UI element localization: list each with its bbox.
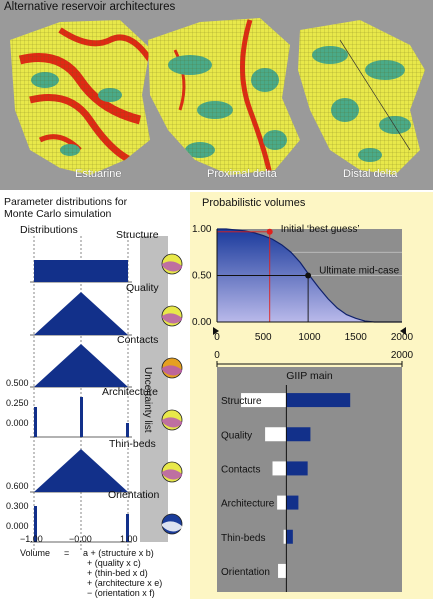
param-icon-detail — [162, 417, 182, 428]
x-tick-zero: −0.00 — [69, 534, 92, 544]
tornado-category-label: Quality — [221, 430, 252, 441]
dist-triangle — [34, 449, 128, 492]
orientation-tick-3: 0.000 — [6, 521, 29, 531]
x-tick-minus-1: −1.00 — [20, 534, 43, 544]
formula-line-1: a + (structure x b) — [83, 548, 154, 558]
orientation-tick-2: 0.300 — [6, 501, 29, 511]
param-icon-detail — [162, 469, 182, 480]
tornado-bar-high — [286, 461, 308, 476]
architecture-tick-1: 0.500 — [6, 378, 29, 388]
distal-delta-map — [298, 20, 425, 175]
best-guess-label: Initial ‘best guess’ — [281, 224, 360, 235]
formula-line-5: − (orientation x f) — [87, 588, 155, 598]
tornado-bar-high — [286, 495, 299, 510]
dist-spike — [34, 506, 37, 542]
prob-right-arrow — [400, 327, 406, 335]
tornado-bar-low — [241, 393, 287, 408]
param-label-architecture: Architecture — [102, 386, 159, 398]
formula-eq: = — [64, 548, 70, 558]
tornado-bar-low — [265, 427, 287, 442]
probabilistic-volumes-panel: Probabilistic volumes Initial ‘best gues… — [190, 192, 433, 599]
dist-triangle — [34, 344, 128, 387]
param-label-contacts: Contacts — [117, 334, 159, 346]
mid-case-point — [305, 272, 312, 279]
reservoir-maps — [10, 18, 425, 175]
tornado-bar-low — [278, 563, 287, 578]
tornado-title: GIIP main — [286, 370, 333, 382]
distributions-chart — [30, 236, 183, 552]
dist-uniform — [34, 260, 128, 282]
map-label-estuarine: Estuarine — [75, 168, 122, 180]
architecture-tick-2: 0.250 — [6, 398, 29, 408]
formula-line-2: + (quality x c) — [87, 558, 141, 568]
map-label-proximal-delta: Proximal delta — [207, 168, 277, 180]
tornado-category-label: Orientation — [221, 567, 270, 578]
tornado-category-label: Structure — [221, 396, 262, 407]
param-label-quality: Quality — [126, 282, 159, 294]
param-label-thin-beds: Thin-beds — [109, 438, 156, 450]
tornado-bar-high — [286, 529, 293, 544]
tornado-bar-high — [286, 427, 311, 442]
parameter-distributions-panel: Parameter distributions for Monte Carlo … — [0, 192, 188, 599]
maps-title: Alternative reservoir architectures — [4, 1, 176, 13]
estuarine-map — [10, 20, 150, 175]
formula-line-3: + (thin-bed x d) — [87, 568, 148, 578]
prob-left-arrow — [213, 327, 219, 335]
param-icon-detail — [162, 261, 182, 272]
tornado-x-tick: 0 — [214, 350, 220, 361]
uncertainty-list-label: Uncertainty list — [142, 367, 153, 433]
dist-spike — [80, 397, 83, 437]
param-icon-detail — [162, 365, 182, 376]
param-label-orientation: Orientation — [108, 489, 160, 501]
distributions-label: Distributions — [20, 224, 78, 236]
tornado-category-label: Contacts — [221, 464, 260, 475]
architecture-tick-3: 0.000 — [6, 418, 29, 428]
left-title-line2: Monte Carlo simulation — [4, 208, 112, 220]
formula-lhs: Volume — [20, 548, 51, 558]
tornado-bar-high — [286, 393, 351, 408]
tornado-bar-low — [283, 529, 287, 544]
tornado-category-label: Thin-beds — [221, 533, 265, 544]
orientation-tick-1: 0.600 — [6, 481, 29, 491]
tornado-bar-low — [272, 461, 287, 476]
formula-line-4: + (architecture x e) — [87, 578, 163, 588]
dist-spike — [34, 407, 37, 437]
param-icon-detail — [162, 313, 182, 324]
dist-spike — [126, 423, 129, 437]
uncertainty-strip — [140, 236, 168, 542]
best-guess-point — [266, 228, 273, 235]
proximal-delta-map — [148, 18, 300, 175]
reservoir-maps-panel: Alternative reservoir architectures Estu… — [0, 0, 433, 190]
probabilistic-volumes-chart: Initial ‘best guess’ Ultimate mid-case 0 50… — [192, 224, 414, 592]
prob-x-tick: 2000 — [391, 332, 414, 343]
prob-x-tick: 0 — [214, 332, 220, 343]
prob-x-tick: 500 — [255, 332, 272, 343]
prob-y-tick: 0.00 — [192, 317, 212, 328]
dist-spike — [126, 514, 129, 542]
x-tick-plus-1: 1.00 — [120, 534, 138, 544]
prob-x-tick: 1000 — [298, 332, 321, 343]
tornado-x-tick: 2000 — [391, 350, 414, 361]
map-label-distal-delta: Distal delta — [343, 168, 398, 180]
param-label-structure: Structure — [116, 229, 159, 241]
tornado-category-label: Architecture — [221, 499, 275, 510]
prob-y-tick: 1.00 — [192, 224, 212, 235]
mid-case-label: Ultimate mid-case — [319, 266, 399, 277]
prob-x-tick: 1500 — [345, 332, 368, 343]
left-title-line1: Parameter distributions for — [4, 196, 128, 208]
dist-triangle — [34, 292, 128, 335]
param-icon-detail — [162, 521, 182, 532]
prob-y-tick: 0.50 — [192, 271, 212, 282]
right-title: Probabilistic volumes — [202, 197, 306, 209]
tornado-bar-low — [277, 495, 287, 510]
